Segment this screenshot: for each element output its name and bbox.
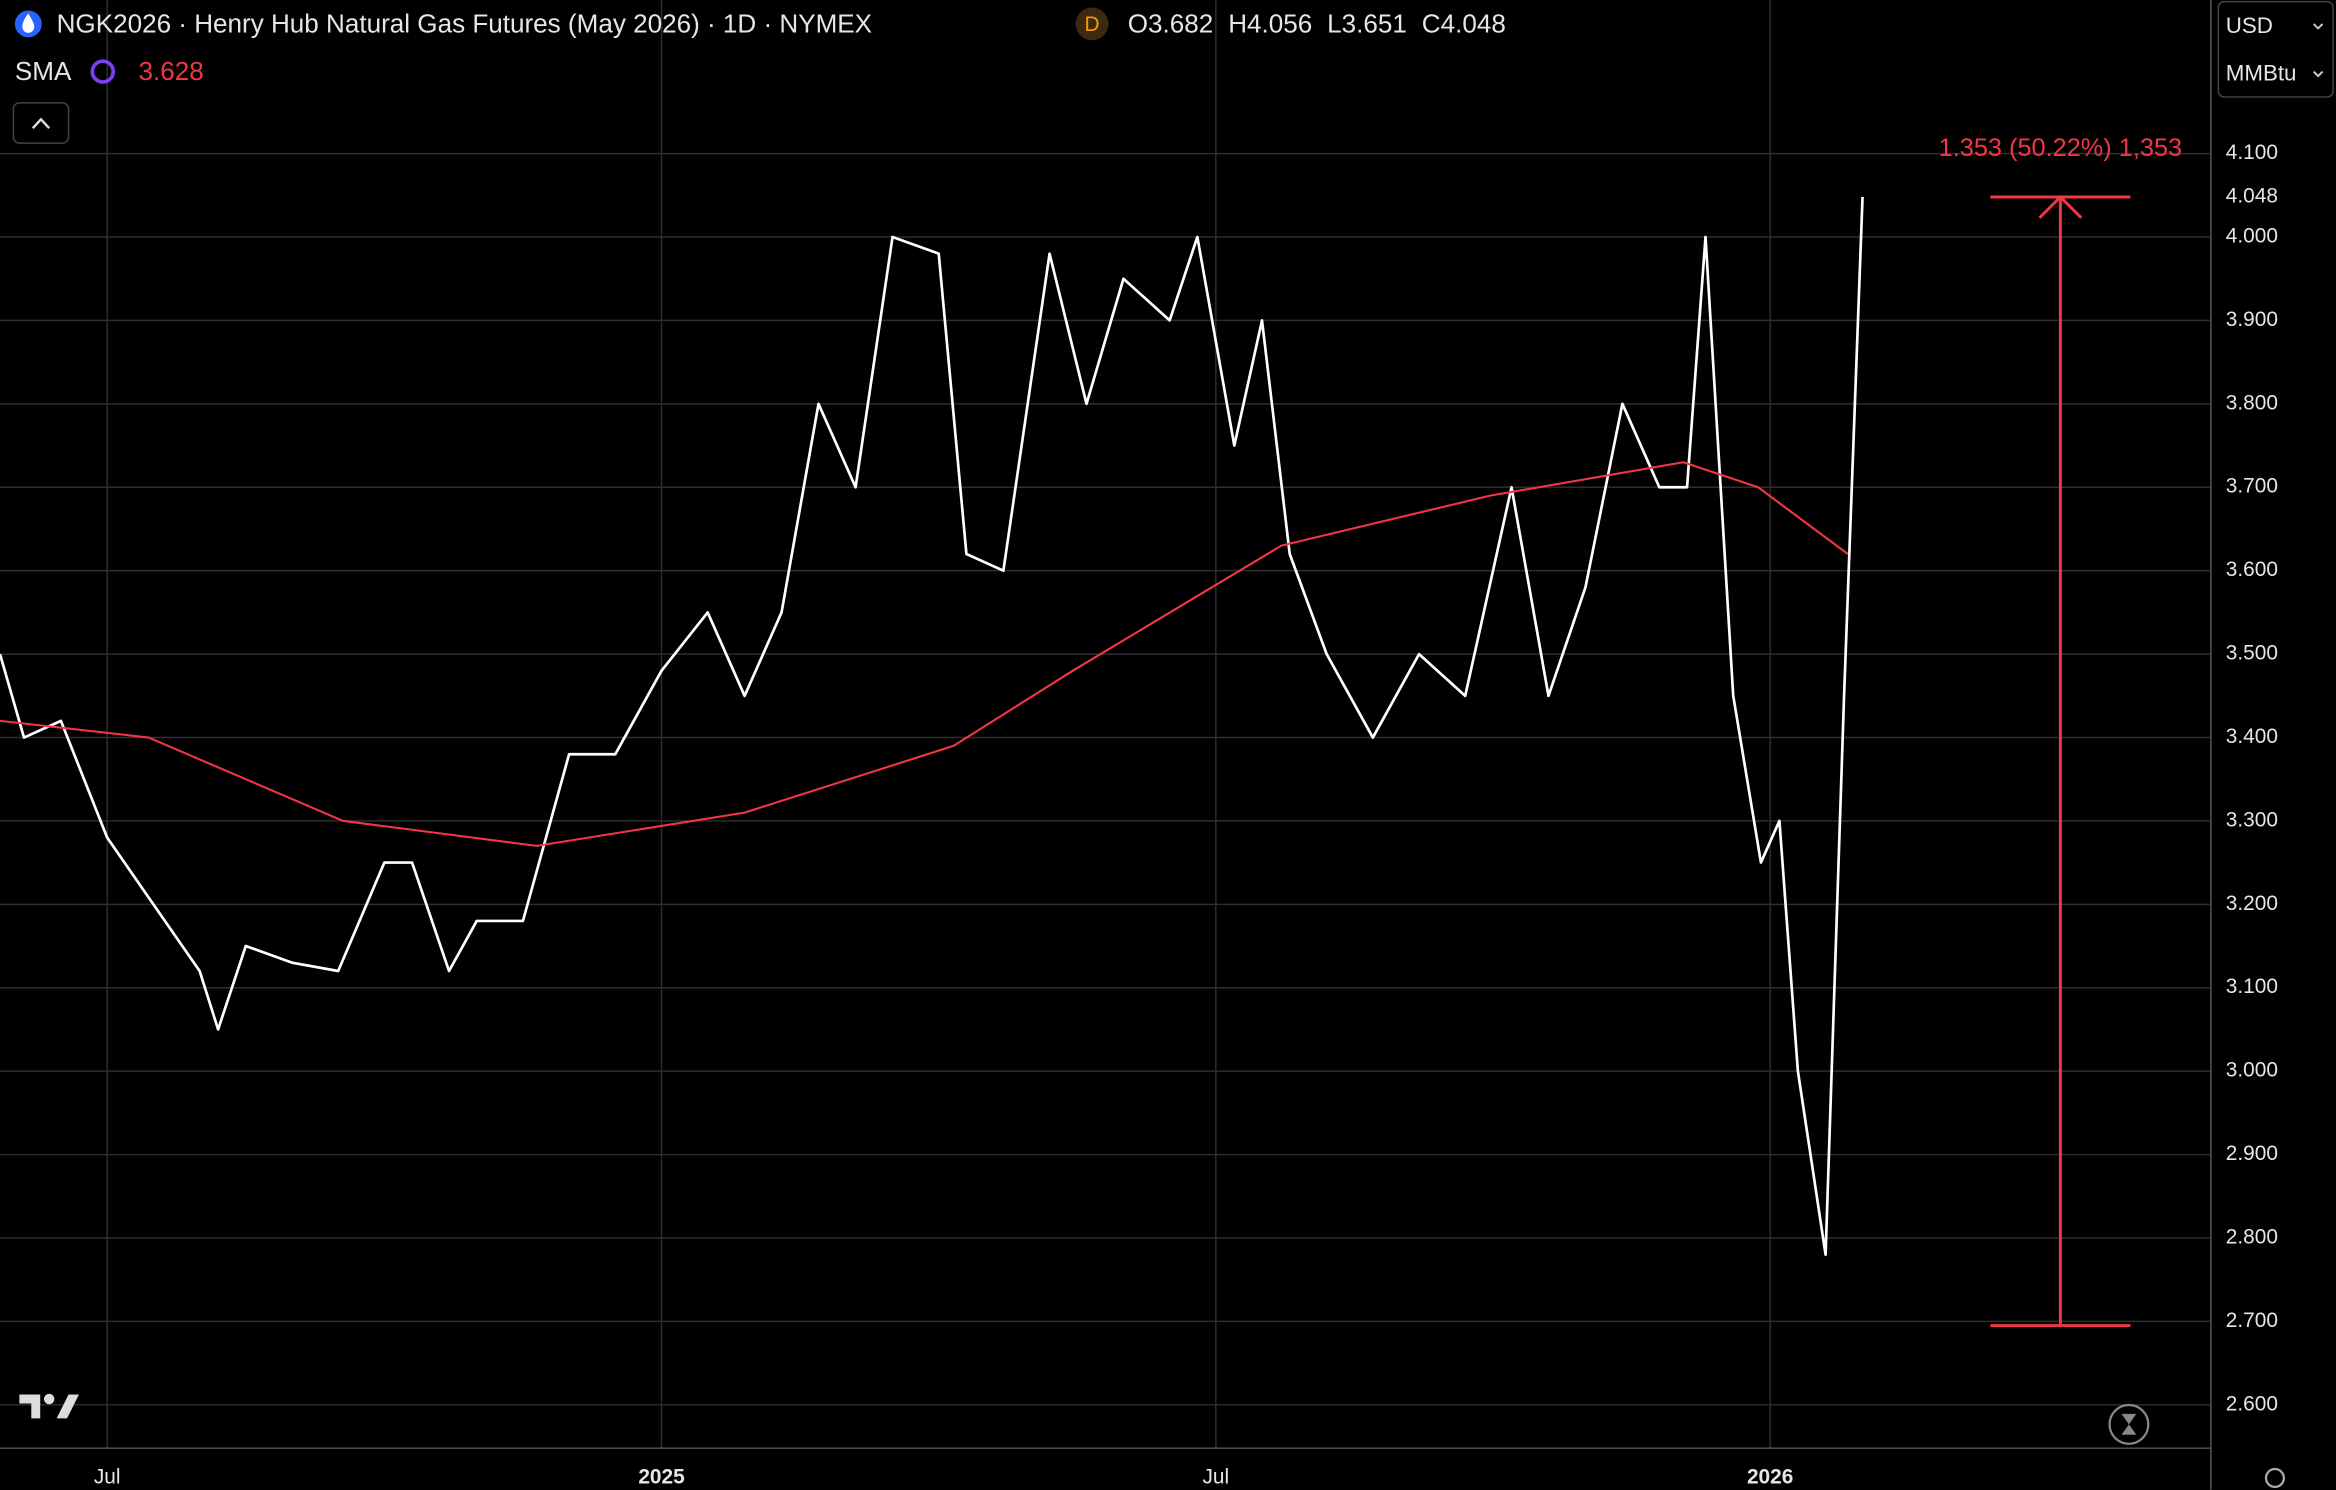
measure-label: 1.353 (50.22%) 1,353 (1939, 134, 2182, 162)
measure-arrow (2038, 194, 2083, 219)
y-tick-label: 2.600 (2226, 1392, 2278, 1415)
y-tick-label: 4.000 (2226, 225, 2278, 248)
badge-bg (1075, 7, 1109, 41)
ohlc-label: O (1128, 8, 1148, 38)
ohlc-item: C4.048 (1422, 8, 1506, 38)
logo (19, 1393, 79, 1419)
y-tick-label: 3.000 (2226, 1059, 2278, 1082)
x-tick-label: Jul (1203, 1465, 1230, 1488)
y-tick-label: 3.100 (2226, 975, 2278, 998)
x-tick-label: 2025 (638, 1465, 685, 1488)
plot (0, 194, 2131, 1328)
y-tick-label: 3.700 (2226, 475, 2278, 498)
grid (0, 0, 2211, 1449)
ohlc-label: C (1422, 8, 1441, 38)
indicator-icon (90, 59, 116, 84)
logo-part (19, 1394, 41, 1419)
ohlc-item: L3.651 (1327, 8, 1407, 38)
replay-circle (2108, 1403, 2150, 1445)
y-tick-label: 2.800 (2226, 1225, 2278, 1248)
last-price-label: 4.048 (2226, 184, 2278, 207)
ohlc-value: 3.651 (1342, 8, 1407, 38)
y-tick-label: 3.300 (2226, 808, 2278, 831)
logo-part (56, 1394, 79, 1419)
flame (22, 13, 35, 33)
header: NGK2026 · Henry Hub Natural Gas Futures … (12, 7, 1506, 144)
ohlc-value: 4.048 (1441, 8, 1506, 38)
y-tick-label: 3.600 (2226, 558, 2278, 581)
y-tick-label: 4.100 (2226, 141, 2278, 164)
y-tick-label: 3.500 (2226, 642, 2278, 665)
dropdown-arrows (2312, 23, 2324, 78)
ohlc-value: 3.682 (1148, 8, 1213, 38)
unit-box[interactable] (2217, 0, 2334, 98)
unit-selector: USD MMBtu (2217, 0, 2334, 98)
badge: D (1084, 13, 1099, 36)
chevron (31, 117, 51, 130)
settings[interactable] (2264, 1467, 2285, 1489)
ohlc-item: O3.682 (1128, 8, 1214, 38)
collapse-button[interactable] (12, 102, 70, 144)
chart-title: NGK2026 · Henry Hub Natural Gas Futures … (57, 8, 872, 38)
y-tick-label: 3.400 (2226, 725, 2278, 748)
settings-icon (2264, 1467, 2285, 1489)
x-tick-label: Jul (94, 1465, 121, 1488)
ohlc-label: L (1327, 8, 1342, 38)
unit: MMBtu (2226, 60, 2297, 85)
y-tick-label: 3.200 (2226, 892, 2278, 915)
indicator-name: SMA (15, 56, 72, 86)
ohlc-value: 4.056 (1247, 8, 1312, 38)
y-tick-label: 2.700 (2226, 1309, 2278, 1332)
price-line (0, 196, 1864, 1256)
y-tick-label: 3.900 (2226, 308, 2278, 331)
indicator-value: 3.628 (139, 56, 204, 86)
sma-line (0, 461, 1849, 847)
ohlc-item: H4.056 (1228, 8, 1312, 38)
x-tick-label: 2026 (1747, 1465, 1793, 1488)
y-tick-label: 2.900 (2226, 1142, 2278, 1165)
logo-dot (43, 1393, 55, 1405)
ohlc: O3.682 H4.056 L3.651 C4.048 (1128, 8, 1506, 38)
y-tick-label: 3.800 (2226, 391, 2278, 414)
ohlc-label: H (1228, 8, 1247, 38)
currency: USD (2226, 13, 2273, 38)
